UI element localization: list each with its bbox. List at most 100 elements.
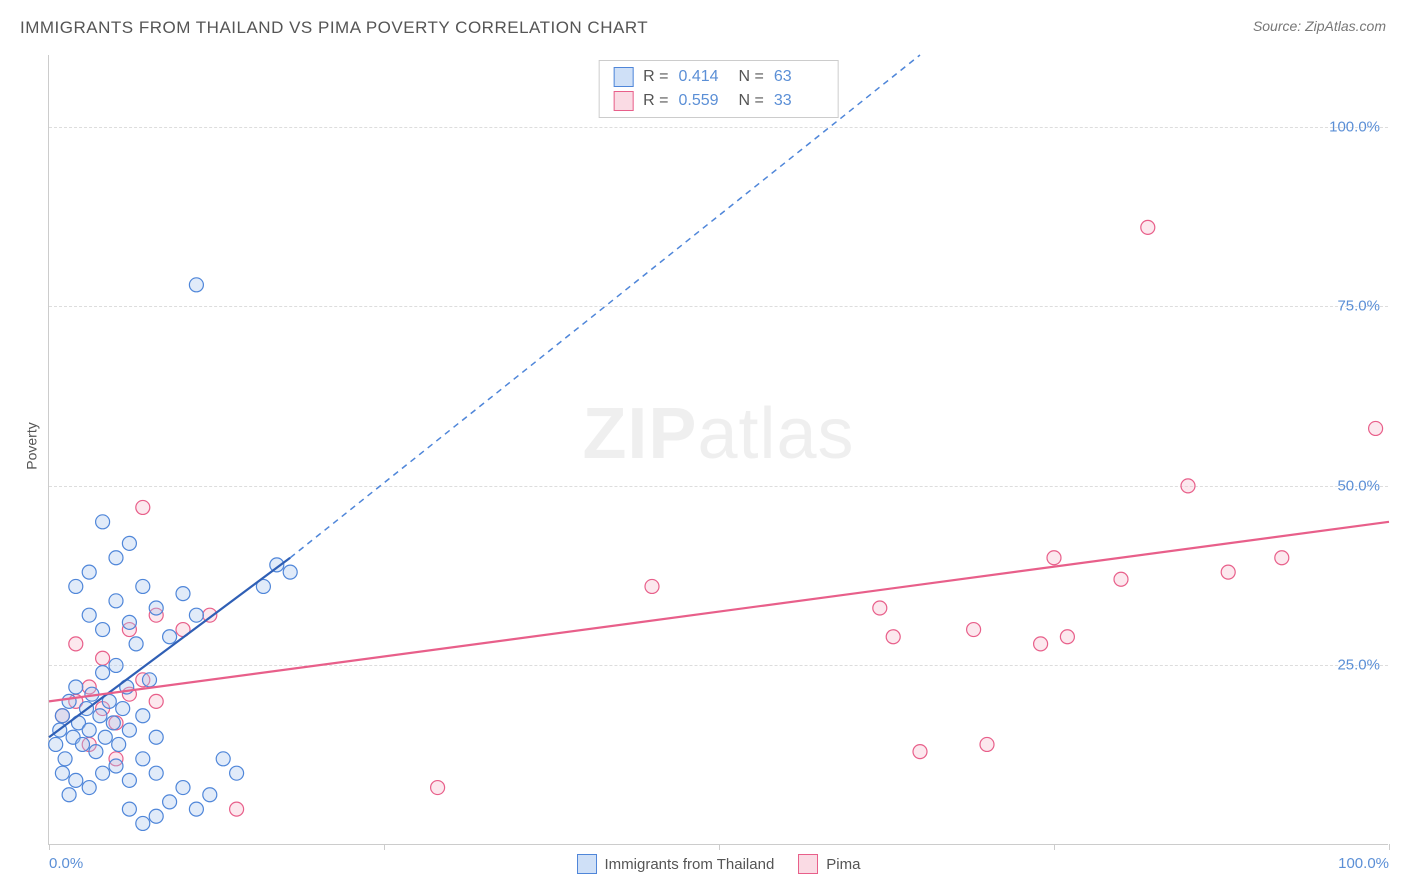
data-point: [69, 579, 83, 593]
chart-svg: [49, 55, 1388, 844]
chart-title: IMMIGRANTS FROM THAILAND VS PIMA POVERTY…: [20, 18, 648, 37]
correlation-stats-box: R = 0.414 N = 63 R = 0.559 N = 33: [598, 60, 839, 118]
data-point: [913, 745, 927, 759]
data-point: [82, 723, 96, 737]
legend-label-a: Immigrants from Thailand: [605, 856, 775, 873]
data-point: [149, 766, 163, 780]
data-point: [76, 737, 90, 751]
data-point: [98, 730, 112, 744]
data-point: [645, 579, 659, 593]
data-point: [82, 565, 96, 579]
legend-label-b: Pima: [826, 856, 860, 873]
data-point: [136, 579, 150, 593]
legend-item-b: Pima: [798, 854, 860, 874]
data-point: [122, 615, 136, 629]
stats-row-series-a: R = 0.414 N = 63: [613, 67, 824, 87]
r-value-b: 0.559: [679, 92, 729, 110]
data-point: [109, 594, 123, 608]
data-point: [55, 766, 69, 780]
legend-item-a: Immigrants from Thailand: [577, 854, 775, 874]
data-point: [109, 658, 123, 672]
x-tick-mark: [719, 844, 720, 850]
swatch-series-b: [613, 91, 633, 111]
data-point: [122, 773, 136, 787]
n-value-b: 33: [774, 92, 824, 110]
data-point: [967, 623, 981, 637]
data-point: [96, 766, 110, 780]
data-point: [143, 673, 157, 687]
data-point: [1114, 572, 1128, 586]
trend-line: [290, 55, 920, 558]
data-point: [109, 551, 123, 565]
data-point: [149, 601, 163, 615]
source-attribution: Source: ZipAtlas.com: [1253, 18, 1386, 34]
data-point: [93, 709, 107, 723]
x-tick-mark: [49, 844, 50, 850]
r-value-a: 0.414: [679, 68, 729, 86]
data-point: [136, 816, 150, 830]
data-point: [189, 802, 203, 816]
data-point: [230, 766, 244, 780]
x-tick-label: 100.0%: [1338, 855, 1389, 872]
data-point: [163, 795, 177, 809]
x-tick-mark: [384, 844, 385, 850]
data-point: [149, 809, 163, 823]
data-point: [189, 608, 203, 622]
data-point: [1275, 551, 1289, 565]
data-point: [203, 788, 217, 802]
data-point: [163, 630, 177, 644]
data-point: [96, 623, 110, 637]
data-point: [431, 781, 445, 795]
data-point: [69, 637, 83, 651]
data-point: [112, 737, 126, 751]
data-point: [58, 752, 72, 766]
data-point: [980, 737, 994, 751]
x-axis-legend: Immigrants from Thailand Pima: [577, 854, 861, 874]
data-point: [216, 752, 230, 766]
data-point: [69, 773, 83, 787]
data-point: [82, 781, 96, 795]
data-point: [62, 694, 76, 708]
data-point: [122, 802, 136, 816]
data-point: [1181, 479, 1195, 493]
x-tick-mark: [1389, 844, 1390, 850]
data-point: [1034, 637, 1048, 651]
data-point: [106, 716, 120, 730]
source-prefix: Source:: [1253, 18, 1305, 34]
data-point: [62, 788, 76, 802]
trend-line: [49, 558, 290, 738]
data-point: [1141, 220, 1155, 234]
plot-area: ZIPatlas R = 0.414 N = 63 R = 0.559 N = …: [48, 55, 1388, 845]
data-point: [136, 709, 150, 723]
x-tick-label: 0.0%: [49, 855, 83, 872]
data-point: [129, 637, 143, 651]
data-point: [176, 781, 190, 795]
data-point: [149, 694, 163, 708]
swatch-series-a: [613, 67, 633, 87]
data-point: [49, 737, 63, 751]
legend-swatch-a: [577, 854, 597, 874]
data-point: [1221, 565, 1235, 579]
stats-row-series-b: R = 0.559 N = 33: [613, 91, 824, 111]
data-point: [109, 759, 123, 773]
trend-line: [49, 522, 1389, 702]
data-point: [189, 278, 203, 292]
data-point: [149, 730, 163, 744]
data-point: [122, 723, 136, 737]
n-label: N =: [739, 92, 764, 110]
r-label: R =: [643, 68, 668, 86]
data-point: [1060, 630, 1074, 644]
data-point: [886, 630, 900, 644]
n-label: N =: [739, 68, 764, 86]
data-point: [230, 802, 244, 816]
r-label: R =: [643, 92, 668, 110]
data-point: [136, 752, 150, 766]
x-tick-mark: [1054, 844, 1055, 850]
data-point: [283, 565, 297, 579]
data-point: [1047, 551, 1061, 565]
data-point: [96, 666, 110, 680]
data-point: [136, 500, 150, 514]
data-point: [96, 651, 110, 665]
data-point: [122, 536, 136, 550]
data-point: [69, 680, 83, 694]
